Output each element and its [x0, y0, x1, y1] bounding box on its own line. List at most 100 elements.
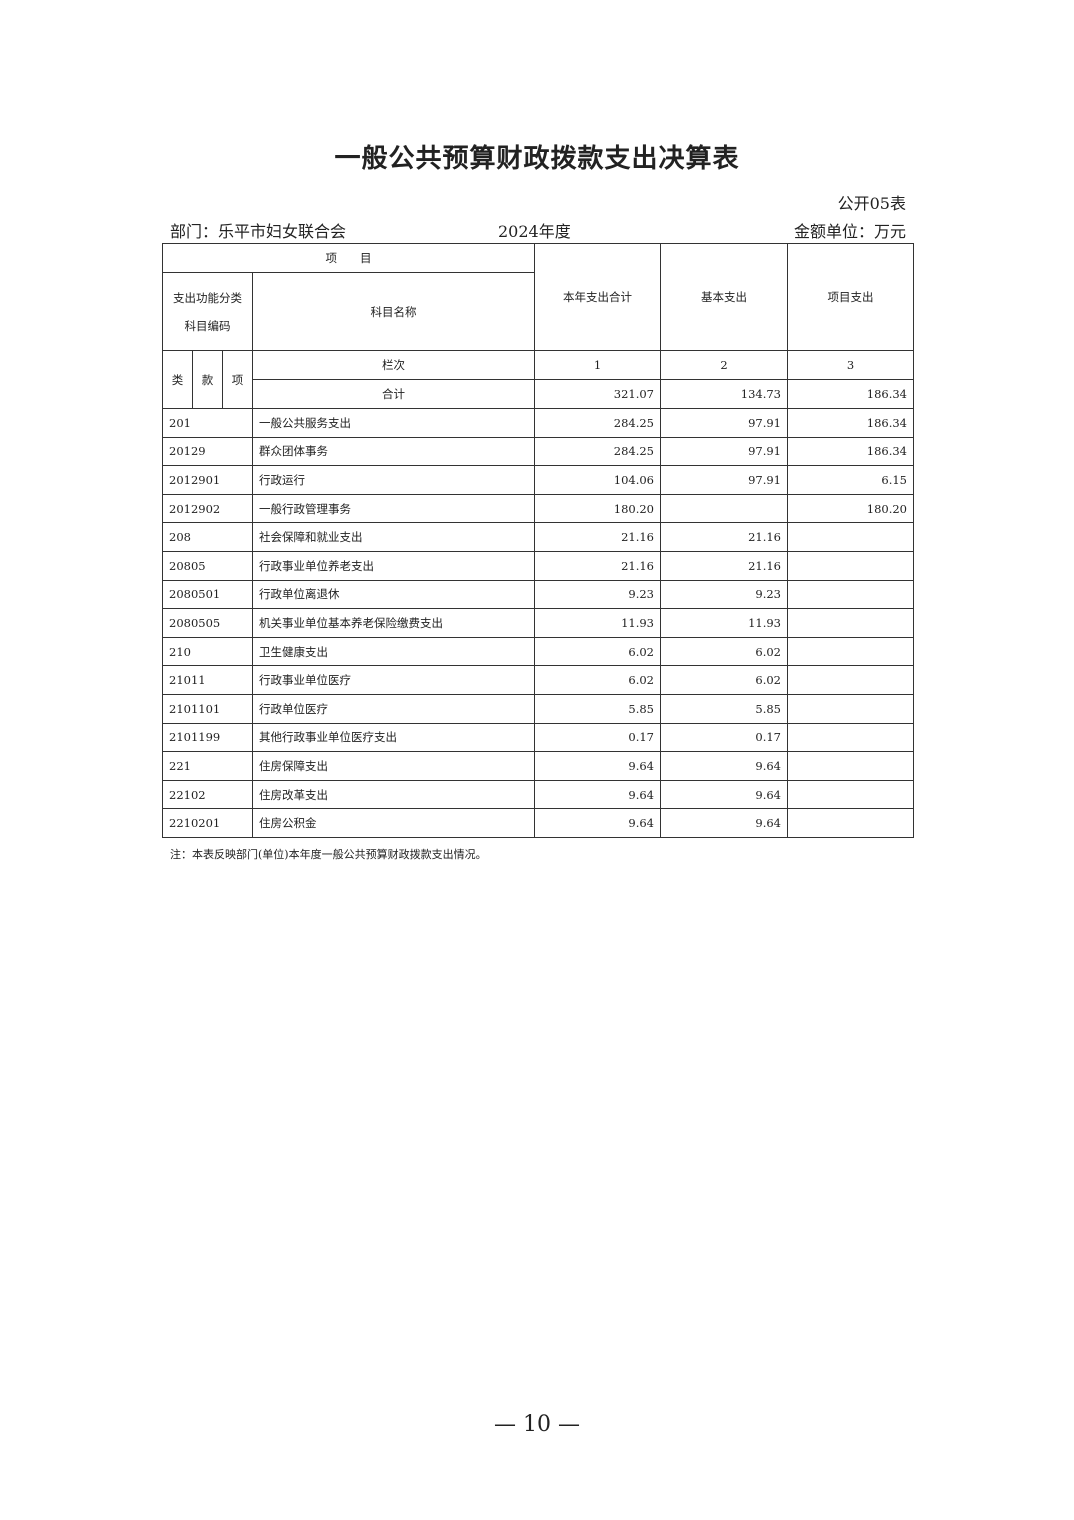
row-total: 0.17 [534, 722, 661, 753]
row-total: 9.64 [534, 751, 661, 781]
row-basic: 9.64 [660, 751, 788, 781]
row-code: 210 [162, 636, 253, 667]
row-basic: 9.64 [660, 808, 788, 838]
xiang-header: 项 [222, 350, 253, 409]
table-row: 2012901 行政运行 104.06 97.91 6.15 [162, 465, 914, 495]
amount-unit: 金额单位：万元 [793, 222, 906, 241]
table-row: 20129 群众团体事务 284.25 97.91 186.34 [162, 436, 914, 467]
lanci-label: 栏次 [252, 350, 535, 380]
header-row-labels: 支出功能分类 科目编码 科目名称 [162, 272, 914, 351]
col-num-2: 2 [660, 350, 788, 380]
form-number: 公开05表 [837, 194, 906, 213]
row-total: 9.64 [534, 779, 661, 810]
code-label-2: 科目编码 [184, 318, 231, 333]
table-row: 2080501 行政单位离退休 9.23 9.23 [162, 579, 914, 610]
code-header: 支出功能分类 科目编码 [162, 272, 253, 351]
table-row: 21011 行政事业单位医疗 6.02 6.02 [162, 665, 914, 695]
row-name: 住房公积金 [252, 808, 535, 838]
row-project [787, 693, 914, 724]
row-basic: 21.16 [660, 522, 788, 552]
row-code: 20129 [162, 436, 253, 467]
expenditure-table: 项 目 本年支出合计 基本支出 项目支出 支出功能分类 科目编码 科目名称 类 … [162, 243, 914, 838]
row-basic: 0.17 [660, 722, 788, 753]
sum-project: 186.34 [787, 379, 914, 409]
row-code: 2012901 [162, 465, 253, 495]
row-code: 2101101 [162, 693, 253, 724]
table-row: 201 一般公共服务支出 284.25 97.91 186.34 [162, 408, 914, 438]
sum-total: 321.07 [534, 379, 661, 409]
row-basic: 11.93 [660, 608, 788, 638]
lei-header: 类 [162, 350, 193, 409]
table-row: 22102 住房改革支出 9.64 9.64 [162, 779, 914, 810]
row-code: 2101199 [162, 722, 253, 753]
row-code: 2080501 [162, 579, 253, 610]
row-basic: 6.02 [660, 665, 788, 695]
row-name: 住房改革支出 [252, 779, 535, 810]
row-project [787, 636, 914, 667]
row-code: 221 [162, 751, 253, 781]
row-basic: 97.91 [660, 408, 788, 438]
table-row: 2210201 住房公积金 9.64 9.64 [162, 808, 914, 838]
row-code: 2080505 [162, 608, 253, 638]
name-header: 科目名称 [252, 272, 535, 351]
row-code: 2210201 [162, 808, 253, 838]
table-note: 注：本表反映部门(单位)本年度一般公共预算财政拨款支出情况。 [170, 848, 487, 861]
row-total: 180.20 [534, 493, 661, 524]
table-row: 2101199 其他行政事业单位医疗支出 0.17 0.17 [162, 722, 914, 753]
row-total: 21.16 [534, 550, 661, 581]
sum-row: 合计 321.07 134.73 186.34 [163, 379, 914, 409]
col-total-header: 本年支出合计 [534, 243, 661, 351]
row-project [787, 751, 914, 781]
row-basic: 6.02 [660, 636, 788, 667]
sum-basic: 134.73 [660, 379, 788, 409]
row-code: 2012902 [162, 493, 253, 524]
row-project [787, 550, 914, 581]
row-project [787, 579, 914, 610]
row-project [787, 808, 914, 838]
row-total: 6.02 [534, 636, 661, 667]
row-project [787, 779, 914, 810]
row-name: 社会保障和就业支出 [252, 522, 535, 552]
row-code: 20805 [162, 550, 253, 581]
row-name: 行政运行 [252, 465, 535, 495]
row-name: 行政事业单位医疗 [252, 665, 535, 695]
row-total: 104.06 [534, 465, 661, 495]
col-num-3: 3 [787, 350, 914, 380]
table-row: 2012902 一般行政管理事务 180.20 180.20 [162, 493, 914, 524]
row-code: 21011 [162, 665, 253, 695]
row-name: 群众团体事务 [252, 436, 535, 467]
row-code: 201 [162, 408, 253, 438]
table-row: 208 社会保障和就业支出 21.16 21.16 [162, 522, 914, 552]
row-name: 机关事业单位基本养老保险缴费支出 [252, 608, 535, 638]
sum-label: 合计 [252, 379, 535, 409]
table-row: 210 卫生健康支出 6.02 6.02 [162, 636, 914, 667]
page-number: — 10 — [494, 1412, 580, 1437]
department: 部门：乐平市妇女联合会 [170, 222, 347, 241]
row-project: 186.34 [787, 436, 914, 467]
row-total: 5.85 [534, 693, 661, 724]
fiscal-year: 2024年度 [498, 222, 571, 241]
header-row-item: 项 目 本年支出合计 基本支出 项目支出 [162, 243, 914, 351]
col-project-header: 项目支出 [787, 243, 914, 351]
row-basic: 9.23 [660, 579, 788, 610]
row-basic: 21.16 [660, 550, 788, 581]
row-name: 一般公共服务支出 [252, 408, 535, 438]
row-total: 284.25 [534, 436, 661, 467]
row-name: 住房保障支出 [252, 751, 535, 781]
table-row: 2101101 行政单位医疗 5.85 5.85 [162, 693, 914, 724]
code-label-1: 支出功能分类 [173, 290, 242, 305]
row-name: 行政单位医疗 [252, 693, 535, 724]
table-row: 2080505 机关事业单位基本养老保险缴费支出 11.93 11.93 [162, 608, 914, 638]
row-name: 行政单位离退休 [252, 579, 535, 610]
row-basic: 97.91 [660, 436, 788, 467]
row-code: 208 [162, 522, 253, 552]
row-basic: 5.85 [660, 693, 788, 724]
row-basic: 9.64 [660, 779, 788, 810]
col-num-1: 1 [534, 350, 661, 380]
row-project: 180.20 [787, 493, 914, 524]
item-header: 项 目 [162, 243, 535, 273]
row-project: 186.34 [787, 408, 914, 438]
row-project [787, 522, 914, 552]
row-project [787, 722, 914, 753]
row-project: 6.15 [787, 465, 914, 495]
